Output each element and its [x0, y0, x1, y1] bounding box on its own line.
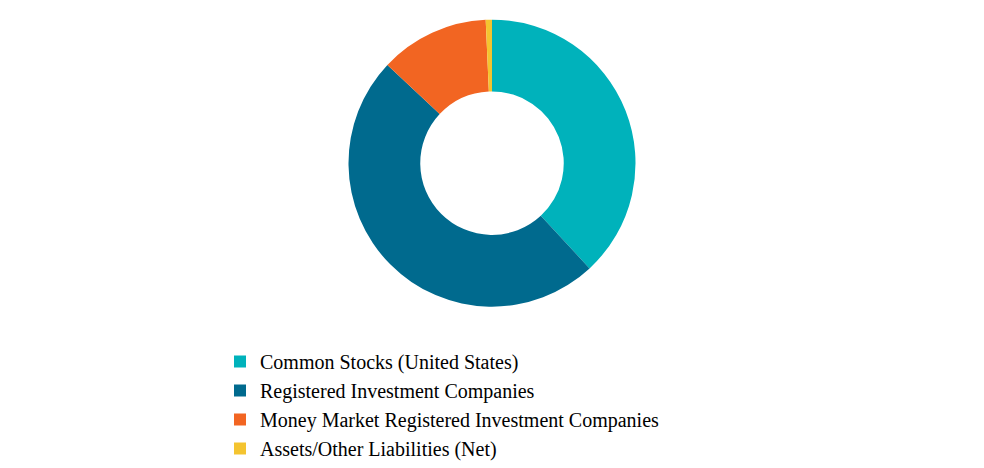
svg-text:Common Stocks (United States): Common Stocks (United States) [260, 351, 518, 374]
svg-text:Registered Investment Companie: Registered Investment Companies [260, 380, 535, 403]
svg-text:Assets/Other Liabilities (Net): Assets/Other Liabilities (Net) [260, 438, 497, 461]
svg-text:Money Market Registered Invest: Money Market Registered Investment Compa… [260, 409, 659, 432]
